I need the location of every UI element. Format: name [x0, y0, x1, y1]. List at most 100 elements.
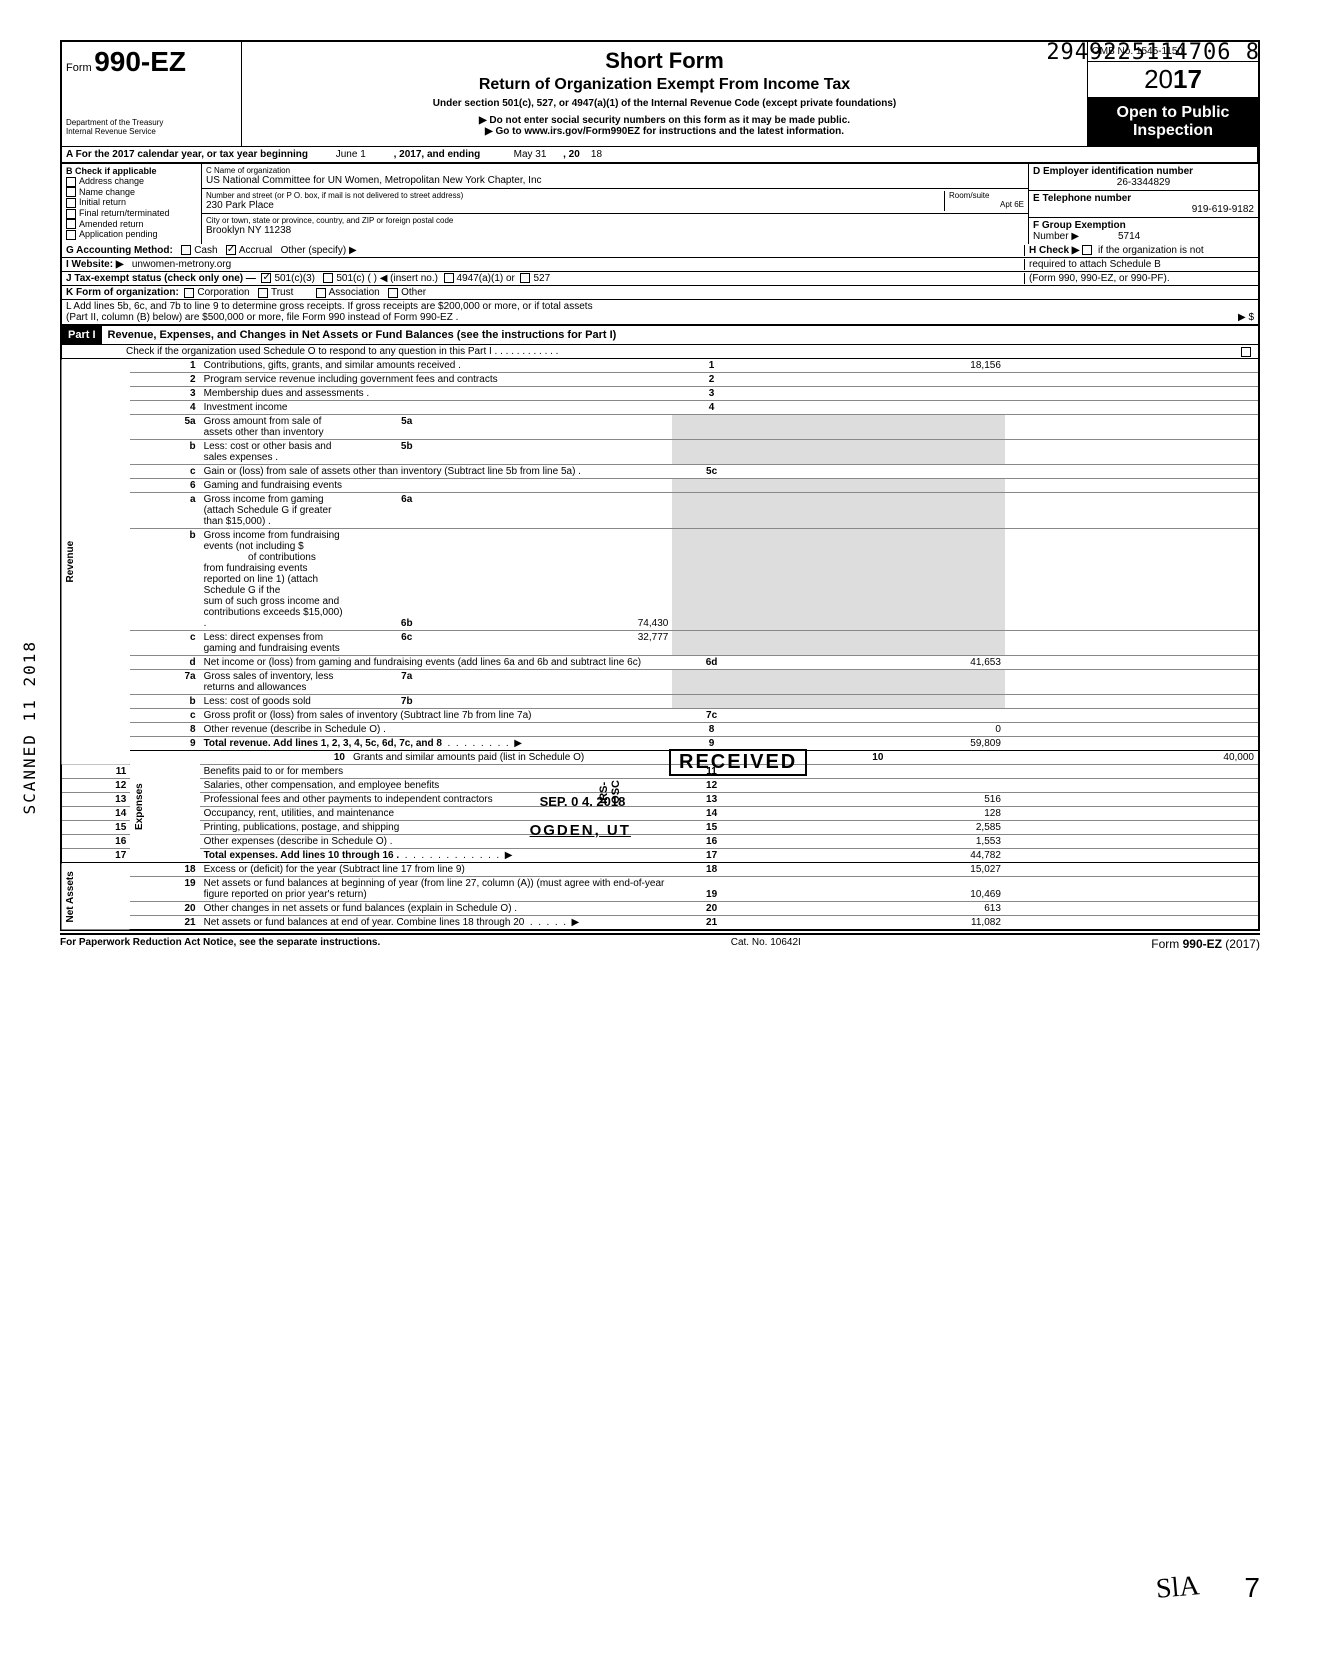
phone-label: E Telephone number — [1033, 193, 1131, 204]
line-1-no: 1 — [130, 359, 199, 373]
subbox-6a: 6a — [349, 493, 464, 529]
revenue-label: Revenue — [61, 359, 130, 765]
row-j: J Tax-exempt status (check only one) — 5… — [60, 272, 1260, 286]
line-3-no: 3 — [130, 387, 199, 401]
website-value: unwomen-metrony.org — [132, 259, 231, 270]
line-10-no: 10 — [200, 751, 349, 765]
tax-exempt-label: J Tax-exempt status (check only one) — — [66, 273, 256, 284]
h-text: if the organization is not — [1098, 245, 1204, 256]
open-to-public: Open to Public — [1090, 104, 1256, 122]
other-org: Other — [401, 287, 426, 298]
line-12-desc: Salaries, other compensation, and employ… — [204, 780, 440, 791]
line-6b-desc1: Gross income from fundraising events (no… — [204, 530, 340, 552]
other-org-check[interactable] — [388, 288, 398, 298]
l-line1: L Add lines 5b, 6c, and 7b to line 9 to … — [66, 301, 1254, 312]
box-20: 20 — [672, 902, 751, 916]
line-6-desc: Gaming and fundraising events — [200, 479, 673, 493]
subval-6a — [464, 493, 672, 529]
website-label: I Website: ▶ — [66, 259, 124, 270]
final-return: Final return/terminated — [79, 208, 170, 218]
box-6d: 6d — [672, 656, 751, 670]
val-4 — [751, 401, 1005, 415]
schedule-o-check[interactable] — [1241, 347, 1251, 357]
line-20-desc: Other changes in net assets or fund bala… — [200, 902, 673, 916]
row-a: A For the 2017 calendar year, or tax yea… — [60, 146, 1260, 164]
main-info-block: B Check if applicable Address change Nam… — [60, 164, 1260, 244]
4947-check[interactable] — [444, 273, 454, 283]
box-7c: 7c — [672, 709, 751, 723]
assoc-check[interactable] — [316, 288, 326, 298]
final-return-check[interactable] — [66, 209, 76, 219]
box-19: 19 — [672, 877, 751, 902]
goto-link: ▶ Go to www.irs.gov/Form990EZ for instru… — [252, 126, 1077, 137]
part1-check-text: Check if the organization used Schedule … — [66, 346, 1241, 357]
cash-label: Cash — [194, 245, 217, 256]
amended-return: Amended return — [79, 219, 144, 229]
line-7b-desc: Less: cost of goods sold — [200, 695, 349, 709]
line-18-desc: Excess or (deficit) for the year (Subtra… — [200, 863, 673, 877]
line-13-desc: Professional fees and other payments to … — [204, 794, 493, 805]
h-text2: required to attach Schedule B — [1024, 259, 1254, 270]
box-13: 13 — [672, 793, 751, 807]
main-table: Revenue 1 Contributions, gifts, grants, … — [60, 359, 1260, 931]
line-12-no: 12 — [61, 779, 130, 793]
line-19-desc: Net assets or fund balances at beginning… — [200, 877, 673, 902]
501c-check[interactable] — [323, 273, 333, 283]
under-section: Under section 501(c), 527, or 4947(a)(1)… — [252, 98, 1077, 109]
box-21: 21 — [672, 916, 751, 931]
line-5a-desc: Gross amount from sale of assets other t… — [200, 415, 349, 440]
row-k: K Form of organization: Corporation Trus… — [60, 286, 1260, 300]
line-14-no: 14 — [61, 807, 130, 821]
box-4: 4 — [672, 401, 751, 415]
box-3: 3 — [672, 387, 751, 401]
val-18: 15,027 — [751, 863, 1005, 877]
527-check[interactable] — [520, 273, 530, 283]
l-line2: (Part II, column (B) below) are $500,000… — [66, 312, 1238, 323]
val-20: 613 — [751, 902, 1005, 916]
box-6c-shade — [672, 631, 751, 656]
name-change: Name change — [79, 187, 135, 197]
line-4-desc: Investment income — [200, 401, 673, 415]
initial-return-check[interactable] — [66, 198, 76, 208]
line-9-desc: Total revenue. Add lines 1, 2, 3, 4, 5c,… — [204, 738, 442, 749]
box-8: 8 — [672, 723, 751, 737]
val-6c-shade — [751, 631, 1005, 656]
box-14: 14 — [672, 807, 751, 821]
h-text3: (Form 990, 990-EZ, or 990-PF). — [1024, 273, 1254, 284]
line-11-desc: Benefits paid to or for members — [200, 765, 673, 779]
accrual-check[interactable] — [226, 245, 236, 255]
line-5c-desc: Gain or (loss) from sale of assets other… — [200, 465, 673, 479]
line-17-desc: Total expenses. Add lines 10 through 16 … — [204, 850, 400, 861]
line-6c-no: c — [130, 631, 199, 656]
schedule-b-check[interactable] — [1082, 245, 1092, 255]
s527: 527 — [533, 273, 550, 284]
address-change-check[interactable] — [66, 177, 76, 187]
line-16-no: 16 — [61, 835, 130, 849]
h-check-label: H Check ▶ — [1029, 245, 1079, 256]
val-2 — [751, 373, 1005, 387]
box-1: 1 — [672, 359, 751, 373]
application-pending-check[interactable] — [66, 230, 76, 240]
short-form-title: Short Form — [252, 48, 1077, 74]
box-5c: 5c — [672, 465, 751, 479]
amended-return-check[interactable] — [66, 219, 76, 229]
address-change: Address change — [79, 176, 144, 186]
box-16: 16 — [672, 835, 751, 849]
accounting-method-label: G Accounting Method: — [66, 245, 173, 256]
trust-check[interactable] — [258, 288, 268, 298]
line-6d-no: d — [130, 656, 199, 670]
val-7a-shade — [751, 670, 1005, 695]
application-pending: Application pending — [79, 229, 158, 239]
paperwork-notice: For Paperwork Reduction Act Notice, see … — [60, 937, 380, 951]
line-5b-desc: Less: cost or other basis and sales expe… — [200, 440, 349, 465]
501c3-check[interactable] — [261, 273, 271, 283]
subval-6c: 32,777 — [464, 631, 672, 656]
ein-label: D Employer identification number — [1033, 166, 1193, 177]
name-change-check[interactable] — [66, 187, 76, 197]
subval-7a — [464, 670, 672, 695]
tax-year: 2017 — [1088, 62, 1258, 98]
val-10: 40,000 — [1005, 751, 1259, 765]
corp-check[interactable] — [184, 288, 194, 298]
trust: Trust — [271, 287, 293, 298]
cash-check[interactable] — [181, 245, 191, 255]
